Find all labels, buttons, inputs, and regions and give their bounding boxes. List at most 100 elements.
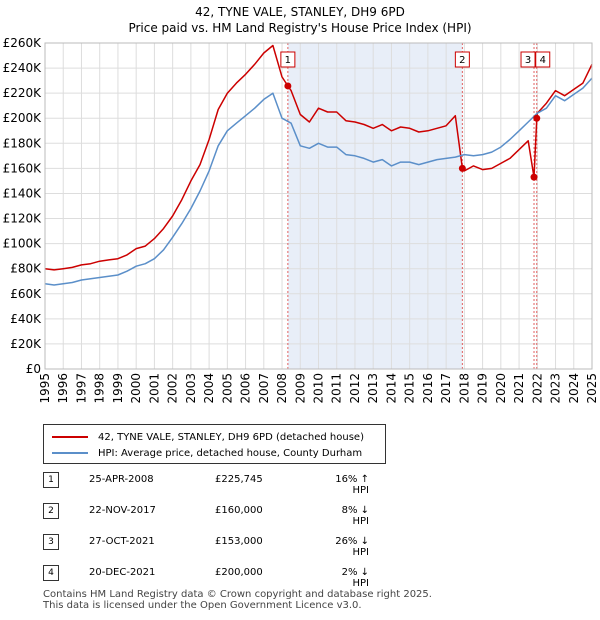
x-tick-label: 2016 [421, 373, 435, 404]
sale-marker-label: 2 [459, 55, 465, 66]
y-tick-label: £200K [3, 111, 43, 125]
x-tick-label: 2022 [530, 373, 544, 404]
row-hpi-diff: 16% ↑ HPI [335, 474, 369, 496]
x-tick-label: 2023 [549, 373, 563, 404]
table-row: 2 22-NOV-2017 £160,000 8% ↓ HPI [43, 503, 443, 527]
y-tick-label: £120K [3, 212, 43, 226]
legend-label-hpi: HPI: Average price, detached house, Coun… [98, 447, 363, 459]
sale-marker-box [280, 51, 296, 68]
x-tick-label: 1998 [93, 373, 107, 404]
x-tick-label: 1997 [74, 373, 88, 404]
sale-point [284, 82, 292, 90]
row-hpi-diff: 2% ↓ HPI [341, 567, 369, 589]
legend-label-price: 42, TYNE VALE, STANLEY, DH9 6PD (detache… [98, 431, 364, 443]
y-tick-label: £80K [10, 262, 42, 276]
x-tick-label: 2011 [330, 373, 344, 404]
row-date: 20-DEC-2021 [89, 567, 156, 578]
sale-marker-box [535, 51, 551, 68]
y-tick-label: £140K [3, 186, 43, 200]
row-date: 27-OCT-2021 [89, 536, 155, 547]
table-row: 3 27-OCT-2021 £153,000 26% ↓ HPI [43, 534, 443, 558]
y-tick-label: £240K [3, 61, 43, 75]
sale-point [458, 164, 466, 172]
hpi-line [44, 77, 593, 286]
x-tick-label: 2002 [166, 373, 180, 404]
x-tick-label: 2010 [312, 373, 326, 404]
row-number-badge: 2 [43, 503, 59, 519]
y-tick-label: £0 [26, 362, 41, 376]
row-hpi-diff: 26% ↓ HPI [335, 536, 369, 558]
x-tick-label: 2004 [202, 373, 216, 404]
title-line-1: 42, TYNE VALE, STANLEY, DH9 6PD [195, 5, 405, 19]
row-date: 22-NOV-2017 [89, 505, 156, 516]
sale-marker-box [520, 51, 536, 68]
legend-swatch-hpi [52, 452, 88, 454]
sale-point [530, 173, 538, 181]
legend-swatch-price [52, 436, 88, 438]
x-tick-label: 2000 [129, 373, 143, 404]
legend: 42, TYNE VALE, STANLEY, DH9 6PD (detache… [43, 424, 386, 464]
grid-layer [44, 42, 593, 370]
row-price: £153,000 [215, 536, 263, 547]
footer-copyright: Contains HM Land Registry data © Crown c… [43, 589, 432, 600]
x-tick-label: 2012 [348, 373, 362, 404]
legend-item-price: 42, TYNE VALE, STANLEY, DH9 6PD (detache… [52, 430, 364, 444]
series-layer [44, 44, 593, 286]
x-tick-label: 2019 [476, 373, 490, 404]
x-tick-label: 2018 [457, 373, 471, 404]
sale-point [533, 114, 541, 122]
footer: Contains HM Land Registry data © Crown c… [43, 589, 432, 611]
legend-item-hpi: HPI: Average price, detached house, Coun… [52, 446, 362, 460]
table-row: 1 25-APR-2008 £225,745 16% ↑ HPI [43, 472, 443, 496]
x-tick-label: 2025 [585, 373, 599, 404]
y-tick-label: £60K [10, 287, 42, 301]
sale-point-layer [284, 82, 541, 181]
title-line-2: Price paid vs. HM Land Registry's House … [128, 21, 472, 35]
y-tick-label: £220K [3, 86, 43, 100]
x-tick-label: 2013 [366, 373, 380, 404]
x-tick-label: 1996 [56, 373, 70, 404]
y-tick-label: £20K [10, 337, 42, 351]
shade-layer [287, 43, 463, 369]
sale-marker-label: 4 [540, 55, 546, 66]
y-tick-label: £180K [3, 136, 43, 150]
x-tick-label: 1995 [38, 373, 52, 404]
y-tick-label: £100K [3, 237, 43, 251]
x-tick-label: 2014 [384, 373, 398, 404]
y-tick-label: £260K [3, 36, 43, 50]
x-tick-label: 2020 [494, 373, 508, 404]
price-paid-line [44, 44, 593, 271]
x-tick-label: 2003 [184, 373, 198, 404]
chart-title: 42, TYNE VALE, STANLEY, DH9 6PD Price pa… [0, 4, 600, 36]
row-number-badge: 1 [43, 472, 59, 488]
x-tick-label: 2007 [257, 373, 271, 404]
plot-frame [44, 42, 593, 370]
y-tick-label: £160K [3, 161, 43, 175]
row-number-badge: 3 [43, 534, 59, 550]
row-number-badge: 4 [43, 565, 59, 581]
sale-marker-label: 1 [285, 55, 291, 66]
row-price: £160,000 [215, 505, 263, 516]
x-tick-label: 2024 [567, 373, 581, 404]
x-tick-label: 2001 [147, 373, 161, 404]
y-tick-label: £40K [10, 312, 42, 326]
row-date: 25-APR-2008 [89, 474, 154, 485]
row-price: £200,000 [215, 567, 263, 578]
ownership-shade [287, 43, 463, 369]
footer-licence: This data is licensed under the Open Gov… [43, 600, 362, 611]
x-tick-label: 2008 [275, 373, 289, 404]
sale-marker-box [454, 51, 470, 68]
x-tick-label: 2017 [439, 373, 453, 404]
table-row: 4 20-DEC-2021 £200,000 2% ↓ HPI [43, 565, 443, 589]
x-tick-label: 2005 [220, 373, 234, 404]
row-price: £225,745 [215, 474, 263, 485]
x-tick-label: 2015 [403, 373, 417, 404]
sale-marker-label: 3 [525, 55, 531, 66]
axis-layer: £0 £20K £40K £60K £80K £100K £120K £140K £160K £1… [3, 36, 599, 404]
x-tick-label: 1999 [111, 373, 125, 404]
x-tick-label: 2006 [239, 373, 253, 404]
row-hpi-diff: 8% ↓ HPI [341, 505, 369, 527]
x-tick-label: 2021 [512, 373, 526, 404]
